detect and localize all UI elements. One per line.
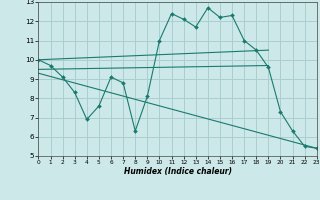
X-axis label: Humidex (Indice chaleur): Humidex (Indice chaleur): [124, 167, 232, 176]
